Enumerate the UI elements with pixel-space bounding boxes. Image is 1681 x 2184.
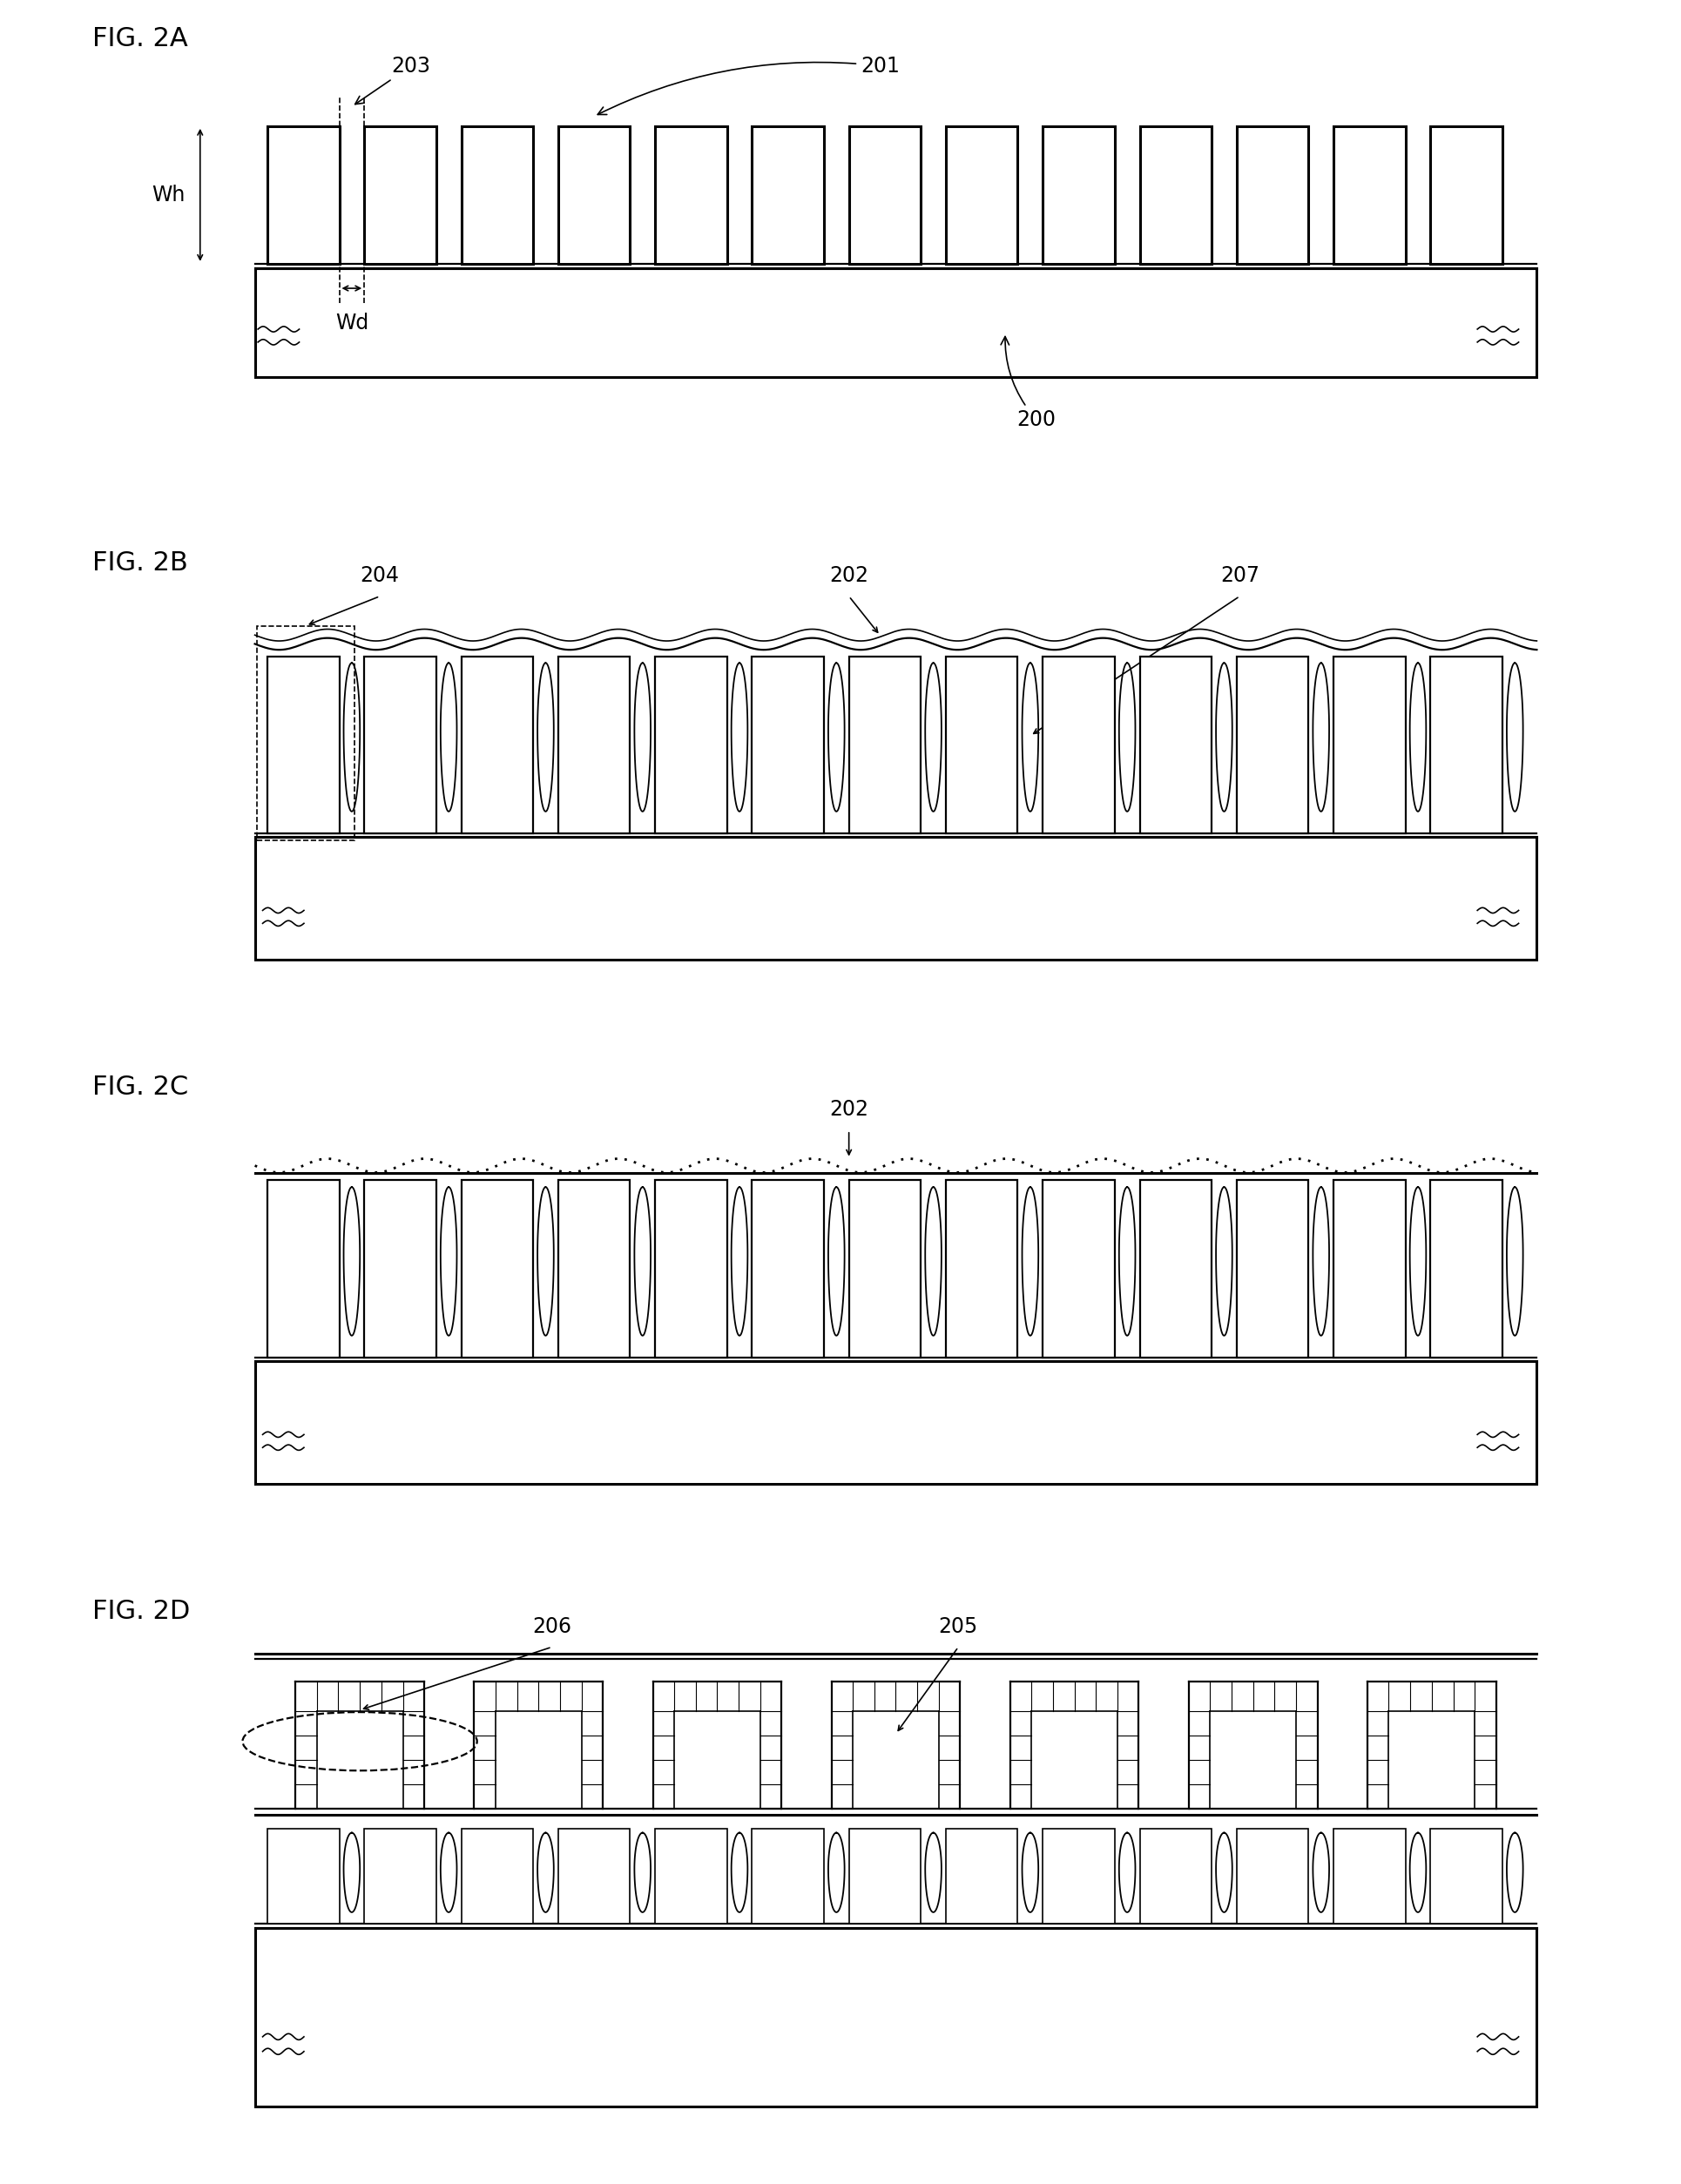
Bar bbox=[256, 836, 1536, 959]
Bar bbox=[461, 655, 533, 832]
Bar bbox=[365, 1179, 435, 1356]
Bar bbox=[1042, 655, 1115, 832]
Bar bbox=[1140, 127, 1212, 264]
Bar bbox=[849, 127, 921, 264]
Bar bbox=[751, 127, 824, 264]
Bar bbox=[1237, 655, 1308, 832]
Text: 204: 204 bbox=[360, 566, 400, 585]
Bar bbox=[365, 1830, 435, 1924]
Bar bbox=[365, 655, 435, 832]
Bar bbox=[1042, 1830, 1115, 1924]
Bar bbox=[1431, 1830, 1503, 1924]
Text: FIG. 2B: FIG. 2B bbox=[92, 550, 188, 577]
Text: 200: 200 bbox=[1000, 336, 1056, 430]
Bar bbox=[1431, 127, 1503, 264]
Bar bbox=[1140, 1179, 1212, 1356]
Bar bbox=[1431, 1179, 1503, 1356]
Text: Wd: Wd bbox=[335, 312, 368, 334]
Bar bbox=[1333, 1830, 1405, 1924]
Bar bbox=[1237, 127, 1308, 264]
Bar bbox=[461, 1830, 533, 1924]
Bar bbox=[1140, 655, 1212, 832]
Text: FIG. 2D: FIG. 2D bbox=[92, 1599, 190, 1625]
Bar bbox=[751, 1179, 824, 1356]
Bar bbox=[558, 1830, 630, 1924]
Bar bbox=[256, 1928, 1536, 2105]
Bar bbox=[558, 127, 630, 264]
Bar bbox=[946, 1830, 1017, 1924]
Bar bbox=[256, 269, 1536, 376]
Text: 206: 206 bbox=[533, 1616, 572, 1638]
Bar bbox=[267, 1179, 340, 1356]
Text: 207: 207 bbox=[1220, 566, 1259, 585]
Bar bbox=[1431, 655, 1503, 832]
Bar bbox=[1042, 1179, 1115, 1356]
Bar bbox=[558, 655, 630, 832]
Bar bbox=[256, 1361, 1536, 1485]
Bar bbox=[946, 127, 1017, 264]
Bar bbox=[1237, 1179, 1308, 1356]
Bar bbox=[1333, 127, 1405, 264]
Bar bbox=[946, 655, 1017, 832]
Bar bbox=[751, 655, 824, 832]
Bar bbox=[849, 1830, 921, 1924]
Bar bbox=[849, 1179, 921, 1356]
Bar bbox=[656, 1830, 726, 1924]
Bar bbox=[1333, 1179, 1405, 1356]
Text: 201: 201 bbox=[598, 55, 899, 114]
Bar bbox=[751, 1830, 824, 1924]
Bar bbox=[656, 127, 726, 264]
Bar bbox=[656, 655, 726, 832]
Bar bbox=[257, 625, 355, 841]
Text: 203: 203 bbox=[355, 55, 430, 105]
Bar bbox=[267, 127, 340, 264]
Bar bbox=[267, 1830, 340, 1924]
Bar bbox=[267, 655, 340, 832]
Text: 205: 205 bbox=[938, 1616, 978, 1638]
Text: FIG. 2C: FIG. 2C bbox=[92, 1075, 188, 1101]
Bar bbox=[558, 1179, 630, 1356]
Bar bbox=[461, 1179, 533, 1356]
Bar bbox=[656, 1179, 726, 1356]
Bar bbox=[461, 127, 533, 264]
Bar bbox=[365, 127, 435, 264]
Bar bbox=[849, 655, 921, 832]
Bar bbox=[1237, 1830, 1308, 1924]
Text: FIG. 2A: FIG. 2A bbox=[92, 26, 188, 52]
Bar bbox=[1140, 1830, 1212, 1924]
Text: 202: 202 bbox=[829, 1099, 869, 1120]
Bar bbox=[946, 1179, 1017, 1356]
Bar bbox=[1042, 127, 1115, 264]
Bar bbox=[1333, 655, 1405, 832]
Text: Wh: Wh bbox=[153, 183, 185, 205]
Text: 202: 202 bbox=[829, 566, 869, 585]
